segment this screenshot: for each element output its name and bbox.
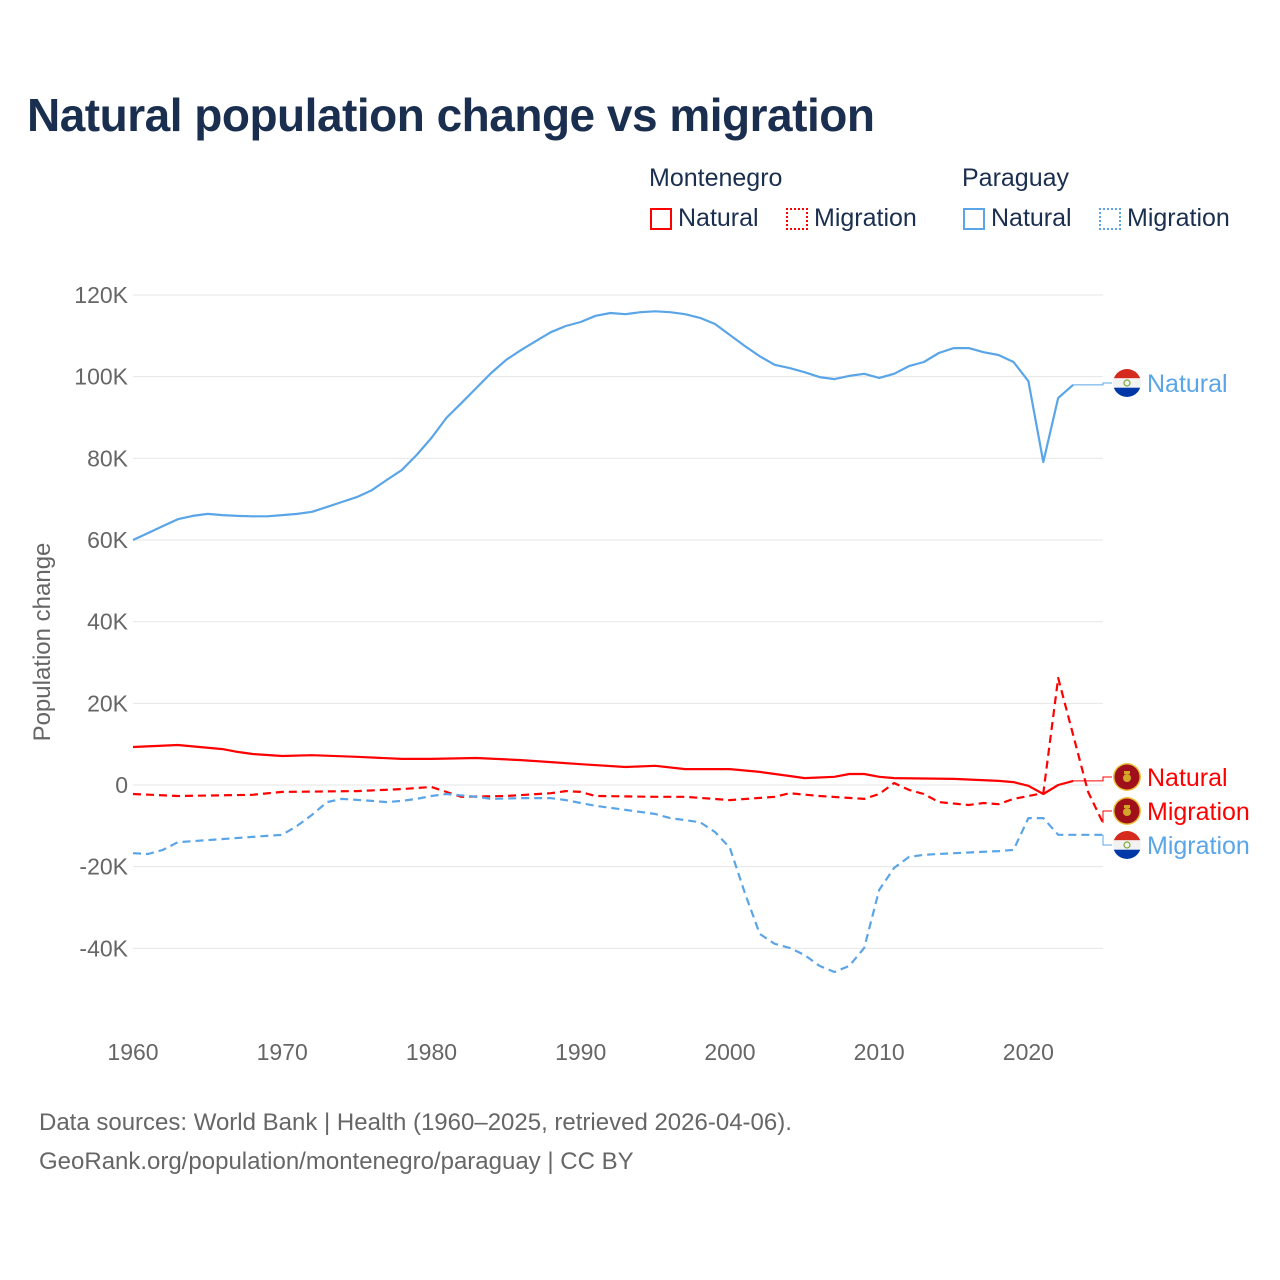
series-end-label: Natural — [1147, 764, 1228, 792]
series-line-montenegro-migration — [132, 676, 1104, 824]
x-tick-label: 2000 — [704, 1039, 755, 1065]
legend-label: Migration — [814, 204, 917, 232]
y-tick-label: 100K — [74, 364, 128, 390]
legend-paraguay-migration[interactable]: Migration — [1099, 204, 1230, 233]
y-axis-label: Population change — [29, 543, 56, 742]
montenegro-flag-icon — [1113, 797, 1141, 825]
x-tick-label: 1960 — [107, 1039, 158, 1065]
series-line-paraguay-migration — [132, 792, 1103, 974]
paraguay-flag-icon — [1113, 831, 1141, 859]
paraguay-flag-icon — [1113, 369, 1141, 397]
x-tick-label: 2020 — [1003, 1039, 1054, 1065]
y-tick-label: 120K — [74, 282, 128, 308]
footer-link[interactable]: GeoRank.org/population/montenegro/paragu… — [39, 1148, 634, 1175]
series-line-montenegro-natural — [132, 743, 1074, 796]
montenegro-flag-icon — [1113, 763, 1141, 791]
y-tick-label: -20K — [79, 854, 128, 880]
legend-label: Natural — [678, 204, 759, 232]
legend-swatch-dotted — [1099, 207, 1121, 230]
chart-title: Natural population change vs migration — [27, 89, 875, 141]
y-tick-label: 80K — [87, 445, 129, 471]
legend-paraguay-natural[interactable]: Natural — [963, 204, 1072, 233]
label-connector — [1102, 834, 1112, 846]
series-line-paraguay-natural — [132, 310, 1074, 541]
legend-group-paraguay: Paraguay — [962, 164, 1070, 192]
label-connector — [1073, 776, 1112, 782]
series-end-label: Migration — [1147, 832, 1250, 860]
label-connector — [1073, 382, 1112, 386]
x-tick-label: 1970 — [257, 1039, 308, 1065]
x-tick-label: 1980 — [406, 1039, 457, 1065]
y-tick-label: 60K — [87, 527, 129, 553]
legend-label: Migration — [1127, 204, 1230, 232]
legend-montenegro-migration[interactable]: Migration — [786, 204, 917, 233]
legend-label: Natural — [991, 204, 1072, 232]
y-tick-label: 20K — [87, 690, 129, 716]
legend-group-montenegro: Montenegro — [649, 164, 783, 192]
y-tick-label: 40K — [87, 609, 129, 635]
x-tick-label: 1990 — [555, 1039, 606, 1065]
legend-swatch-dotted — [786, 207, 808, 230]
series-end-label: Natural — [1147, 370, 1228, 398]
label-connector — [1102, 810, 1112, 823]
y-tick-label: 0 — [115, 772, 128, 798]
legend-montenegro-natural[interactable]: Natural — [650, 204, 759, 233]
series-end-label: Migration — [1147, 798, 1250, 826]
y-tick-label: -40K — [79, 935, 128, 961]
footer-sources: Data sources: World Bank | Health (1960–… — [39, 1109, 792, 1136]
legend-swatch-solid — [650, 207, 672, 230]
legend-swatch-solid — [963, 207, 985, 230]
x-tick-label: 2010 — [854, 1039, 905, 1065]
